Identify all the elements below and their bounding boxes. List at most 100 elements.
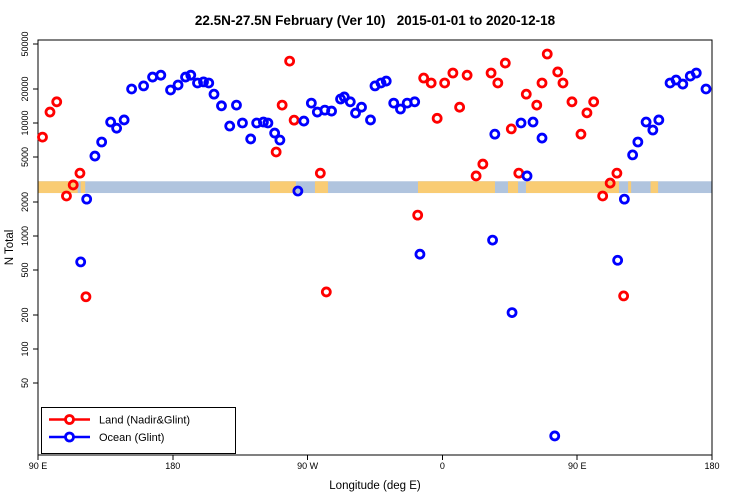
data-point-ocean [527, 116, 539, 128]
data-point-land [552, 66, 564, 78]
data-point-land [531, 99, 543, 111]
data-point-ocean [647, 124, 659, 136]
legend-label-ocean: Ocean (Glint) [99, 432, 164, 444]
strip-land-segment [525, 181, 619, 194]
data-point-ocean [262, 117, 274, 129]
data-point-ocean [326, 105, 337, 117]
data-point-land [618, 290, 630, 302]
data-point-ocean [515, 117, 527, 129]
data-point-ocean [618, 193, 630, 205]
data-point-ocean [274, 134, 286, 146]
data-point-land [604, 177, 616, 189]
data-point-land [477, 158, 489, 170]
data-point-land [611, 167, 623, 179]
data-point-ocean [632, 136, 644, 148]
data-point-land [461, 69, 473, 81]
y-tick-label: 20000 [20, 76, 30, 101]
plot-border [37, 39, 713, 456]
data-point-ocean [96, 136, 108, 148]
strip-land-segment [314, 181, 328, 194]
y-tick-label: 5000 [20, 147, 30, 167]
data-point-ocean [269, 127, 281, 139]
data-point-land [288, 114, 300, 126]
strip-land-segment [650, 181, 659, 194]
data-point-land [513, 167, 525, 179]
data-point-ocean [690, 67, 702, 79]
data-point-land [520, 88, 532, 100]
data-point-land [597, 190, 609, 202]
data-point-ocean [185, 69, 197, 81]
data-point-ocean [489, 128, 501, 140]
strip-land-segment [417, 181, 495, 194]
data-point-land [61, 190, 72, 202]
strip-land-segment [38, 181, 78, 194]
data-point-ocean [409, 96, 421, 108]
legend-marker-circle-ocean [64, 431, 75, 443]
data-point-land [485, 67, 497, 79]
data-point-land [37, 131, 48, 143]
data-point-ocean [231, 99, 242, 111]
data-point-land [425, 77, 437, 89]
data-point-ocean [344, 96, 356, 108]
data-point-land [270, 146, 282, 158]
data-point-land [320, 286, 332, 298]
data-point-land [51, 96, 63, 108]
legend: Land (Nadir&Glint) Ocean (Glint) [41, 407, 236, 454]
y-tick-label: 10000 [20, 110, 30, 135]
strip-land-segment [80, 181, 86, 194]
data-point-ocean [350, 107, 361, 119]
data-point-ocean [612, 254, 624, 266]
chart-title: 22.5N-27.5N February (Ver 10) 2015-01-01… [195, 13, 556, 28]
data-point-land [470, 170, 482, 182]
data-point-land [541, 48, 553, 60]
data-point-land [575, 128, 587, 140]
data-point-ocean [506, 307, 518, 318]
data-point-ocean [700, 83, 712, 95]
data-point-ocean [237, 117, 248, 129]
data-point-ocean [356, 101, 367, 113]
data-point-ocean [305, 97, 317, 109]
data-point-ocean [653, 114, 665, 126]
data-point-ocean [298, 115, 310, 127]
data-point-ocean [677, 78, 689, 90]
data-point-ocean [245, 133, 257, 145]
data-point-land [276, 99, 288, 111]
x-tick-label: 0 [440, 461, 445, 471]
data-point-land [412, 209, 424, 221]
data-point-ocean [627, 149, 639, 161]
data-point-land [447, 67, 459, 79]
y-tick-label: 50000 [20, 32, 30, 57]
data-point-ocean [380, 75, 392, 87]
data-point-ocean [192, 77, 203, 89]
data-point-ocean [536, 132, 548, 144]
data-point-ocean [487, 234, 498, 246]
x-axis-label: Longitude (deg E) [329, 480, 421, 492]
data-point-land [284, 55, 296, 67]
y-axis-label: N Total [4, 230, 16, 266]
data-point-ocean [258, 116, 269, 128]
data-point-ocean [118, 114, 130, 126]
x-tick-label: 90 W [297, 461, 319, 471]
data-point-land [536, 77, 548, 89]
data-point-ocean [126, 83, 138, 95]
x-tick-label: 90 E [29, 461, 48, 471]
data-point-ocean [395, 103, 406, 115]
data-point-land [314, 167, 326, 179]
data-point-ocean [521, 170, 533, 182]
data-point-land [67, 179, 79, 191]
data-point-ocean [640, 116, 652, 128]
x-tick-label: 90 E [568, 461, 587, 471]
x-tick-label: 180 [165, 461, 180, 471]
data-point-land [454, 101, 466, 113]
y-tick-label: 100 [20, 341, 30, 356]
legend-marker-circle-land [64, 414, 75, 425]
data-point-ocean [208, 88, 220, 100]
y-tick-label: 1000 [20, 226, 30, 246]
data-point-ocean [138, 80, 149, 92]
data-point-ocean [89, 150, 101, 162]
data-point-ocean [105, 116, 117, 128]
y-tick-label: 500 [20, 263, 30, 278]
data-point-land [499, 57, 511, 69]
